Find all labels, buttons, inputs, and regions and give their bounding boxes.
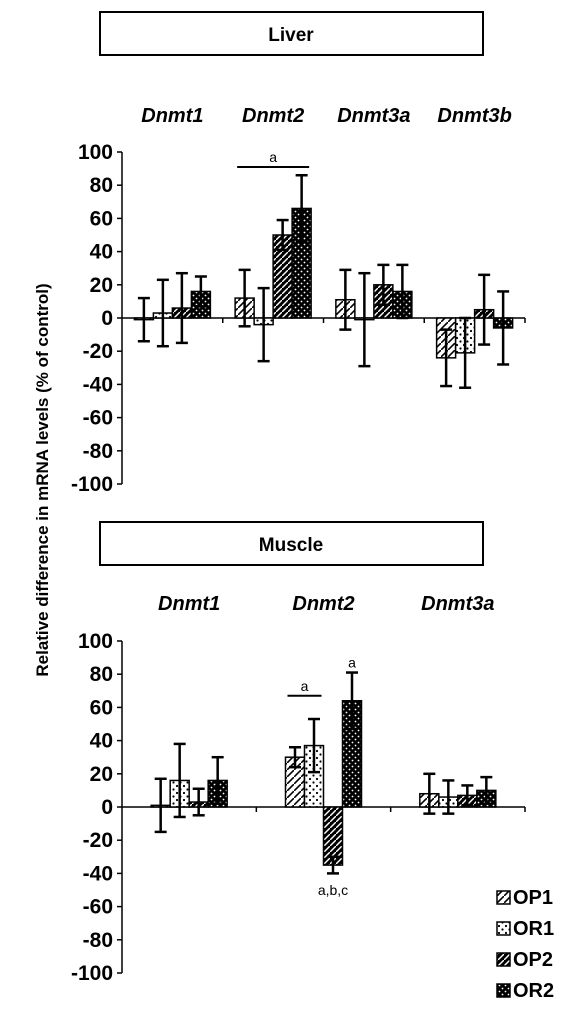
legend-swatch-op2 <box>496 952 511 967</box>
significance-label: a <box>269 149 277 165</box>
liver-title-box <box>99 11 484 56</box>
y-tick-label: -100 <box>71 473 113 496</box>
liver-chart: 100 80 60 40 20 0 -20 -40 -60 -80 -100 Dnmt1 Dnmt2 Dn… <box>71 105 526 496</box>
y-tick-label: 80 <box>90 174 113 197</box>
legend-label-op1: OP1 <box>513 887 553 909</box>
y-tick-label: -100 <box>71 962 113 985</box>
category-label: Dnmt2 <box>242 105 304 127</box>
y-tick-label: 60 <box>90 207 113 230</box>
muscle-chart: 100 80 60 40 20 0 -20 -40 -60 -80 -100 Dnmt1 Dnmt2 Dn… <box>71 593 526 985</box>
muscle-title: Muscle <box>259 535 323 556</box>
category-label: Dnmt3a <box>337 105 410 127</box>
y-tick-label: 40 <box>90 241 113 264</box>
y-tick-label: 0 <box>101 307 113 330</box>
y-tick-label: 80 <box>90 663 113 686</box>
legend: OP1 OR1 OP2 OR2 <box>496 887 554 1002</box>
category-label: Dnmt3a <box>421 593 494 615</box>
category-label: Dnmt3b <box>437 105 511 127</box>
category-label: Dnmt1 <box>158 593 220 615</box>
category-label: Dnmt2 <box>292 593 354 615</box>
liver-title: Liver <box>268 25 314 46</box>
y-tick-label: 100 <box>78 141 113 164</box>
y-tick-label: -20 <box>83 340 113 363</box>
legend-label-or2: OR2 <box>513 980 554 1002</box>
legend-swatch-or1 <box>496 921 511 936</box>
y-tick-label: 60 <box>90 696 113 719</box>
y-tick-label: 20 <box>90 274 113 297</box>
significance-label: a <box>301 678 309 694</box>
y-tick-label: 100 <box>78 630 113 653</box>
category-label: Dnmt1 <box>141 105 203 127</box>
y-tick-label: -60 <box>83 896 113 919</box>
y-tick-label: -80 <box>83 929 113 952</box>
legend-label-op2: OP2 <box>513 949 553 971</box>
significance-label: a,b,c <box>318 882 348 898</box>
significance-label: a <box>348 655 356 671</box>
y-tick-label: -80 <box>83 440 113 463</box>
y-tick-label: -40 <box>83 862 113 885</box>
y-tick-label: 20 <box>90 763 113 786</box>
muscle-title-box <box>99 521 484 566</box>
legend-label-or1: OR1 <box>513 918 554 940</box>
y-tick-label: 0 <box>101 796 113 819</box>
y-tick-label: -20 <box>83 829 113 852</box>
legend-swatch-or2 <box>496 983 511 998</box>
y-tick-label: -40 <box>83 373 113 396</box>
y-axis-label: Relative difference in mRNA levels (% of… <box>33 283 52 676</box>
legend-swatch-op1 <box>496 890 511 905</box>
y-tick-label: 40 <box>90 730 113 753</box>
y-tick-label: -60 <box>83 407 113 430</box>
